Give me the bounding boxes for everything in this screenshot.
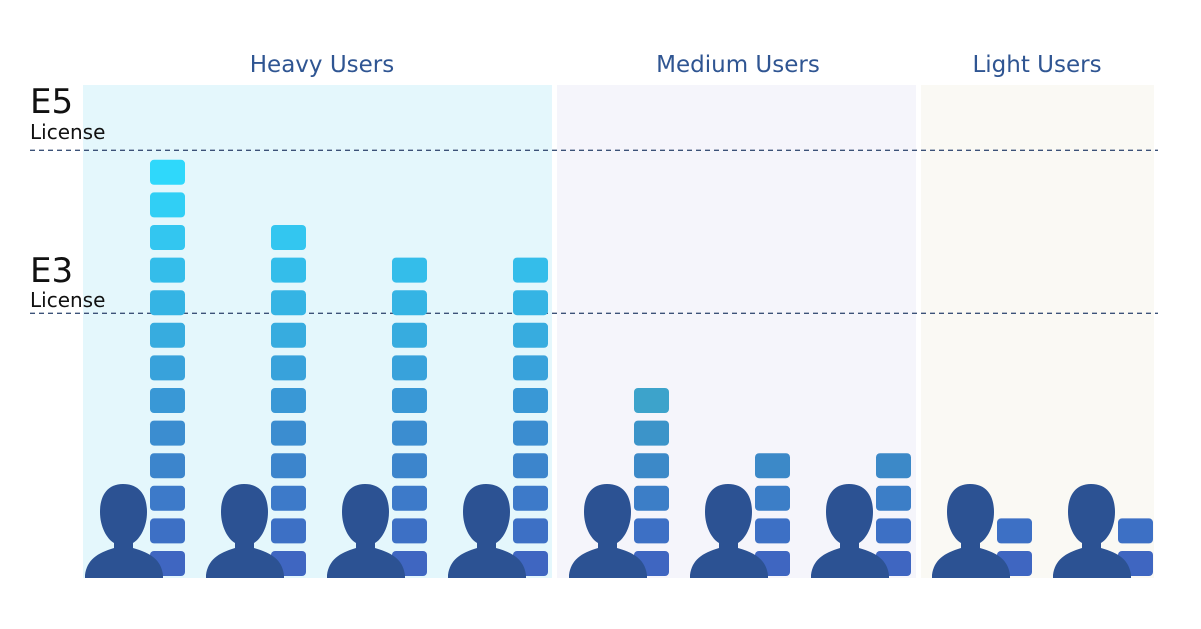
usage-block (755, 485, 790, 511)
usage-block (271, 290, 306, 316)
threshold-label-e5: E5 (30, 82, 73, 122)
usage-block (392, 453, 427, 479)
usage-block (271, 322, 306, 348)
usage-block (634, 518, 669, 544)
usage-block (997, 518, 1032, 544)
usage-block (150, 192, 185, 218)
usage-block (392, 485, 427, 511)
threshold-lines (30, 149, 1158, 314)
usage-block (150, 518, 185, 544)
user-silhouette-icon (448, 484, 526, 578)
usage-block (271, 257, 306, 283)
usage-block (150, 322, 185, 348)
usage-block (150, 355, 185, 381)
threshold-sublabel-e3: License (30, 288, 105, 312)
usage-block (513, 453, 548, 479)
usage-block (150, 420, 185, 446)
labels-layer: Heavy Users Medium Users Light Users E5 … (30, 52, 1102, 312)
usage-block (634, 388, 669, 413)
usage-block (392, 518, 427, 544)
threshold-sublabel-e5: License (30, 120, 105, 144)
usage-block (392, 388, 427, 413)
usage-block (150, 453, 185, 479)
usage-block (513, 388, 548, 413)
group-title-light: Light Users (972, 52, 1101, 78)
usage-block (876, 518, 911, 544)
user-silhouette-icon (85, 484, 163, 578)
usage-block (513, 355, 548, 381)
usage-block (392, 355, 427, 381)
usage-block (513, 518, 548, 544)
user-silhouette-icon (932, 484, 1010, 578)
usage-block (634, 485, 669, 511)
user-silhouette-icon (327, 484, 405, 578)
users-layer (85, 484, 1131, 578)
usage-block (392, 290, 427, 316)
usage-block (150, 159, 185, 185)
usage-block (271, 420, 306, 446)
usage-block (513, 290, 548, 316)
user-silhouette-icon (690, 484, 768, 578)
usage-block (150, 257, 185, 283)
group-title-medium: Medium Users (656, 52, 820, 78)
usage-block (271, 518, 306, 544)
usage-block (150, 388, 185, 413)
usage-block (150, 290, 185, 316)
usage-block (513, 485, 548, 511)
group-title-heavy: Heavy Users (250, 52, 394, 78)
bars-layer (150, 159, 1153, 576)
usage-block (150, 485, 185, 511)
usage-block (513, 420, 548, 446)
usage-block (150, 225, 185, 250)
usage-block (271, 355, 306, 381)
usage-block (271, 453, 306, 479)
user-silhouette-icon (569, 484, 647, 578)
user-silhouette-icon (206, 484, 284, 578)
usage-block (634, 420, 669, 446)
usage-block (1118, 518, 1153, 544)
usage-block (392, 257, 427, 283)
usage-block (876, 485, 911, 511)
usage-block (271, 388, 306, 413)
user-silhouette-icon (1053, 484, 1131, 578)
usage-block (513, 322, 548, 348)
usage-block (755, 518, 790, 544)
usage-block (634, 453, 669, 479)
usage-block (392, 420, 427, 446)
usage-block (755, 453, 790, 479)
threshold-label-e3: E3 (30, 251, 73, 291)
usage-block (271, 485, 306, 511)
usage-block (271, 225, 306, 250)
user-silhouette-icon (811, 484, 889, 578)
usage-block (876, 453, 911, 479)
usage-block (513, 257, 548, 283)
usage-block (392, 322, 427, 348)
